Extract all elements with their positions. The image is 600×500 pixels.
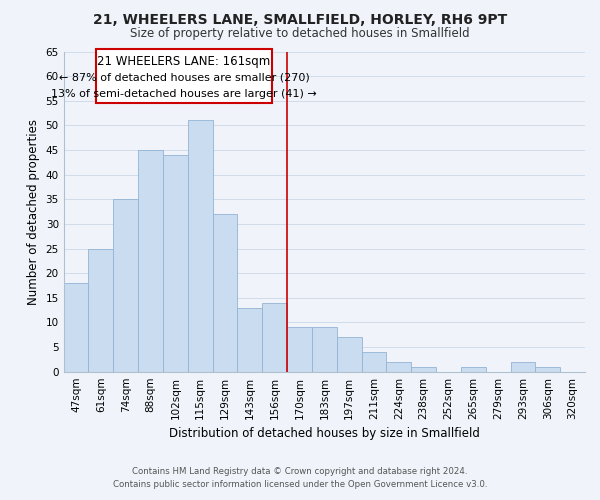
Bar (64, 283, 88, 372)
Bar (312, 328, 337, 372)
Text: 13% of semi-detached houses are larger (41) →: 13% of semi-detached houses are larger (… (51, 90, 317, 100)
Bar (511, 362, 535, 372)
Bar (461, 367, 485, 372)
Bar (411, 367, 436, 372)
Text: Size of property relative to detached houses in Smallfield: Size of property relative to detached ho… (130, 28, 470, 40)
Bar (212, 214, 238, 372)
Bar (287, 328, 312, 372)
Text: 21, WHEELERS LANE, SMALLFIELD, HORLEY, RH6 9PT: 21, WHEELERS LANE, SMALLFIELD, HORLEY, R… (93, 12, 507, 26)
Bar (238, 308, 262, 372)
Bar (535, 367, 560, 372)
Bar (138, 150, 163, 372)
Bar (113, 200, 138, 372)
Text: ← 87% of detached houses are smaller (270): ← 87% of detached houses are smaller (27… (59, 72, 310, 83)
Text: Contains HM Land Registry data © Crown copyright and database right 2024.
Contai: Contains HM Land Registry data © Crown c… (113, 467, 487, 489)
Bar (262, 302, 287, 372)
Y-axis label: Number of detached properties: Number of detached properties (27, 118, 40, 304)
Bar (337, 337, 362, 372)
Bar (386, 362, 411, 372)
Bar (188, 120, 212, 372)
Bar (88, 248, 113, 372)
Bar (163, 155, 188, 372)
Text: 21 WHEELERS LANE: 161sqm: 21 WHEELERS LANE: 161sqm (97, 55, 271, 68)
FancyBboxPatch shape (96, 49, 272, 103)
X-axis label: Distribution of detached houses by size in Smallfield: Distribution of detached houses by size … (169, 427, 480, 440)
Bar (362, 352, 386, 372)
